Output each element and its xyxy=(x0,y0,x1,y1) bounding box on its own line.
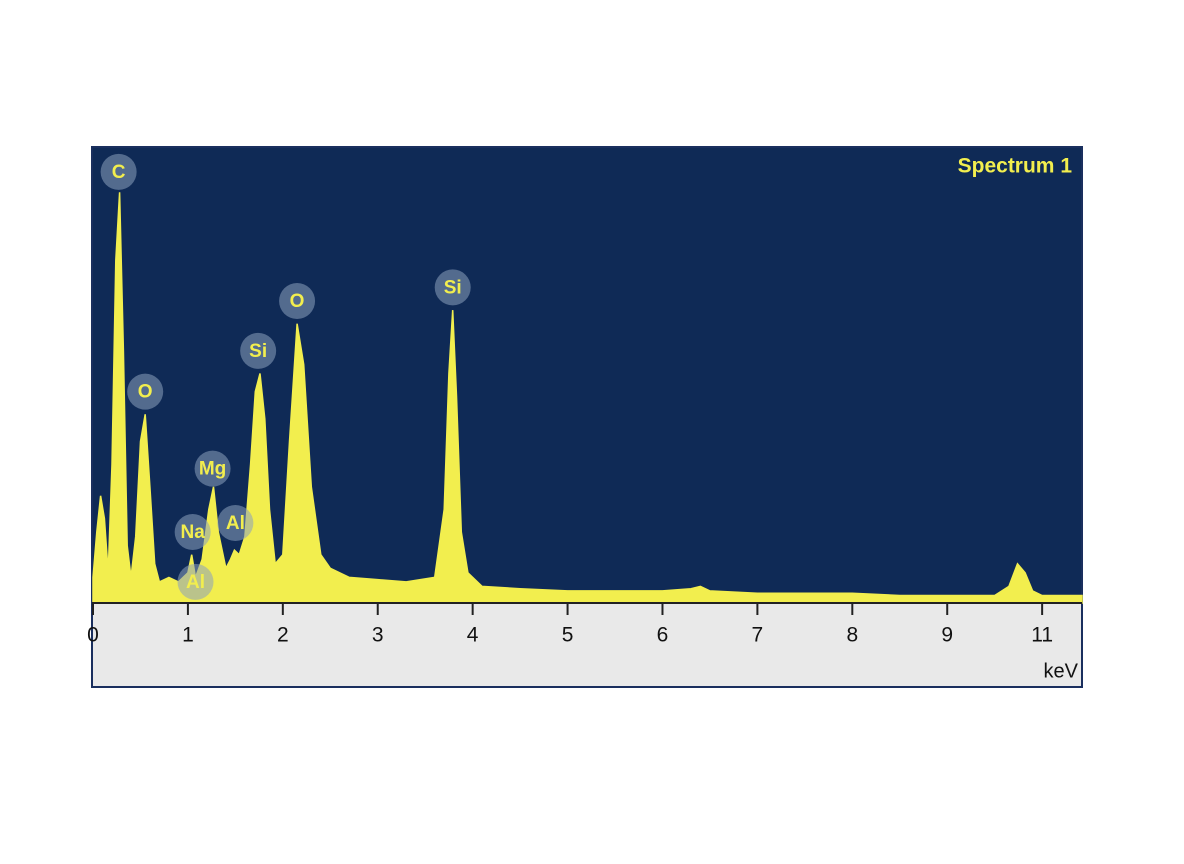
peak-label: Al xyxy=(226,513,245,534)
peak-label: Al xyxy=(186,572,205,593)
x-tick-label: 3 xyxy=(372,624,384,647)
peak-label: Si xyxy=(249,341,267,362)
x-tick-label: 5 xyxy=(562,624,574,647)
axis-band xyxy=(92,603,1082,687)
peak-label-badge xyxy=(127,373,164,410)
x-tick-label: 11 xyxy=(1031,624,1053,647)
peak-label: Na xyxy=(181,522,206,543)
spectrum-area xyxy=(92,192,1083,604)
peak-label-badge xyxy=(177,563,214,600)
peak-label: Mg xyxy=(199,459,226,480)
peak-label: O xyxy=(290,291,305,312)
peak-label-badge xyxy=(240,332,277,369)
peak-label: Si xyxy=(444,277,462,298)
x-tick-label: 1 xyxy=(182,624,194,647)
peak-label-badge xyxy=(279,283,316,320)
x-tick-label: 8 xyxy=(846,624,858,647)
peak-label-badge xyxy=(217,504,254,541)
peak-label-badge xyxy=(434,269,471,306)
peak-label: O xyxy=(138,382,153,403)
frame xyxy=(91,146,1083,688)
x-tick-label: 6 xyxy=(657,624,669,647)
x-tick-label: 4 xyxy=(467,624,479,647)
x-axis-label: keV xyxy=(1044,660,1079,682)
x-tick-label: 0 xyxy=(87,624,99,647)
peak-label-badge xyxy=(100,153,137,190)
peak-label-badge xyxy=(194,450,231,487)
peak-label: C xyxy=(112,162,126,183)
peak-label-badge xyxy=(174,514,211,551)
x-tick-label: 9 xyxy=(941,624,953,647)
x-tick-label: 7 xyxy=(752,624,764,647)
chart-title: Spectrum 1 xyxy=(958,155,1073,178)
x-tick-label: 2 xyxy=(277,624,289,647)
